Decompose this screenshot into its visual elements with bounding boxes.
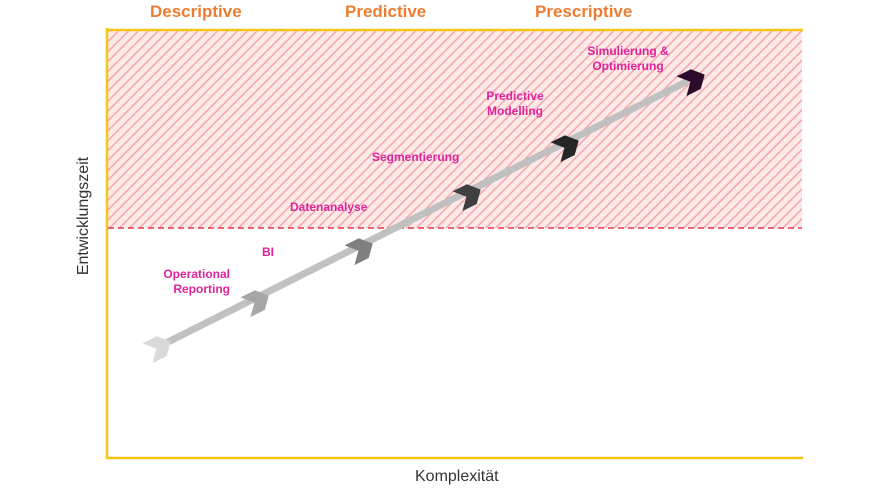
chevron-operational-reporting [240, 290, 269, 318]
arrow-head [676, 69, 705, 97]
chevron-datenanalyse [452, 184, 481, 212]
step-line: BI [262, 245, 274, 259]
step-datenanalyse: Datenanalyse [290, 200, 367, 215]
chevron-segmentierung [550, 135, 579, 163]
step-simulierung-optimierung: Simulierung & Optimierung [576, 44, 680, 74]
step-line: Simulierung & [587, 44, 669, 58]
phase-prescriptive: Prescriptive [535, 2, 633, 21]
step-line: Reporting [173, 282, 230, 296]
phase-predictive: Predictive [345, 2, 427, 21]
phase-descriptive: Descriptive [150, 2, 242, 21]
y-axis-label: Entwicklungszeit [75, 156, 92, 276]
step-line: Optimierung [592, 59, 664, 73]
step-line: Segmentierung [372, 150, 460, 164]
step-predictive-modelling: Predictive Modelling [478, 89, 552, 119]
step-line: Operational [163, 267, 230, 281]
arrow-shaft [158, 76, 692, 350]
step-operational-reporting: Operational Reporting [138, 267, 230, 297]
step-line: Datenanalyse [290, 200, 368, 214]
step-line: Predictive [486, 89, 544, 103]
step-line: Modelling [487, 104, 543, 118]
arrow-start-tail [142, 336, 171, 364]
chevron-bi [344, 238, 373, 266]
step-segmentierung: Segmentierung [372, 150, 459, 165]
x-axis-label: Komplexität [415, 468, 499, 485]
step-bi: BI [262, 245, 274, 260]
